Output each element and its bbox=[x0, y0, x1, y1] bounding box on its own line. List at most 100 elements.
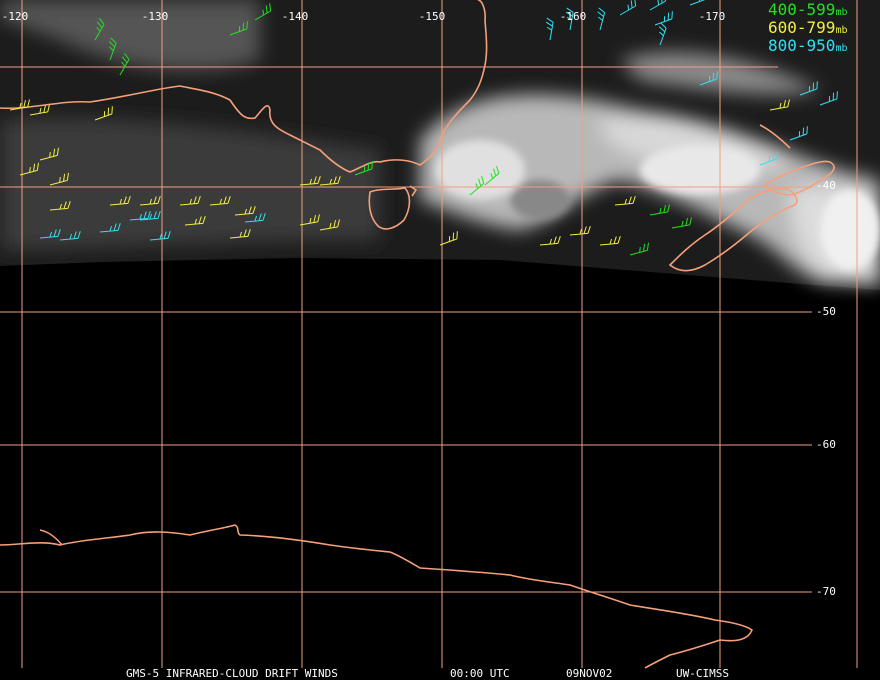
barb-flag bbox=[43, 105, 47, 113]
barb-staff bbox=[229, 28, 248, 36]
barb-flag bbox=[579, 228, 582, 235]
barb-flag bbox=[262, 9, 265, 16]
barb-flag bbox=[772, 152, 775, 161]
barb-flag bbox=[663, 16, 666, 22]
legend-unit: mb bbox=[835, 25, 847, 36]
wind-barb bbox=[439, 231, 458, 246]
barb-flag bbox=[36, 162, 39, 171]
barb-flag bbox=[630, 0, 633, 9]
barb-flag bbox=[806, 126, 808, 134]
barb-staff bbox=[244, 219, 263, 223]
barb-flag bbox=[667, 12, 670, 21]
barb-staff bbox=[139, 217, 158, 221]
barb-flag bbox=[333, 176, 337, 184]
legend-entry: 600-799mb bbox=[768, 18, 847, 37]
footer-date: 09NOV02 bbox=[566, 667, 612, 680]
barb-flag bbox=[546, 26, 552, 31]
barb-staff bbox=[149, 237, 168, 241]
legend-unit: mb bbox=[835, 43, 847, 54]
wind-barb bbox=[699, 71, 718, 86]
barb-staff bbox=[689, 0, 708, 6]
barb-flag bbox=[63, 173, 66, 182]
barb-staff bbox=[789, 133, 808, 141]
wind-barb bbox=[619, 0, 637, 16]
barb-staff bbox=[484, 173, 500, 186]
barb-flag bbox=[49, 231, 52, 238]
barb-staff bbox=[769, 106, 788, 111]
barb-staff bbox=[299, 182, 318, 186]
axis-labels: -120 -130 -140 -150 -160 -170 -40 -50 -60 -70 bbox=[2, 10, 836, 598]
barb-staff bbox=[109, 202, 128, 206]
barb-flag bbox=[202, 216, 206, 224]
barb-flag bbox=[371, 161, 373, 169]
barb-flag bbox=[56, 147, 59, 156]
footer-source: UW-CIMSS bbox=[676, 667, 729, 680]
barb-flag bbox=[147, 211, 151, 219]
barb-flag bbox=[628, 196, 632, 204]
wind-barb bbox=[119, 53, 130, 76]
barb-flag bbox=[566, 7, 574, 13]
barb-staff bbox=[619, 5, 636, 16]
barb-flag bbox=[99, 18, 105, 25]
lat-label: -70 bbox=[816, 585, 836, 598]
barb-flag bbox=[716, 71, 718, 79]
barb-flag bbox=[329, 178, 332, 185]
barb-flag bbox=[49, 152, 51, 158]
barb-flag bbox=[816, 81, 818, 89]
wind-barb bbox=[484, 165, 500, 186]
barb-flag bbox=[317, 176, 321, 184]
barb-staff bbox=[354, 168, 373, 176]
barb-flag bbox=[659, 31, 664, 36]
legend-entry: 800-950mb bbox=[768, 36, 847, 55]
barb-flag bbox=[549, 238, 552, 245]
barb-flag bbox=[157, 211, 161, 219]
wind-barb bbox=[569, 226, 591, 236]
wind-barbs bbox=[9, 0, 838, 256]
barb-flag bbox=[481, 175, 485, 184]
barb-staff bbox=[759, 158, 778, 166]
wind-barb bbox=[179, 196, 201, 206]
barb-flag bbox=[107, 107, 110, 116]
barb-staff bbox=[539, 242, 558, 246]
wind-barb bbox=[799, 81, 818, 96]
barb-flag bbox=[59, 177, 61, 183]
barb-staff bbox=[599, 242, 618, 246]
wind-barb bbox=[19, 162, 39, 176]
barb-staff bbox=[299, 221, 318, 226]
lon-label: -160 bbox=[560, 10, 587, 23]
barb-flag bbox=[29, 167, 31, 173]
barb-flag bbox=[681, 220, 684, 227]
wind-barb bbox=[184, 216, 206, 226]
barb-flag bbox=[798, 131, 801, 137]
barb-flag bbox=[39, 107, 42, 114]
barb-staff bbox=[799, 88, 818, 96]
barb-flag bbox=[802, 127, 805, 136]
barb-flag bbox=[117, 223, 121, 231]
barb-flag bbox=[254, 215, 257, 222]
footer: GMS-5 INFRARED-CLOUD DRIFT WINDS 00:00 U… bbox=[126, 667, 729, 680]
barb-flag bbox=[97, 21, 103, 29]
barb-flag bbox=[329, 222, 332, 229]
wind-barb bbox=[689, 0, 708, 6]
wind-barb bbox=[599, 236, 621, 246]
barb-flag bbox=[53, 148, 56, 157]
barb-flag bbox=[776, 151, 778, 159]
barb-flag bbox=[313, 215, 317, 223]
barb-flag bbox=[478, 178, 482, 187]
barb-flag bbox=[159, 233, 162, 240]
barb-staff bbox=[319, 182, 338, 186]
barb-flag bbox=[238, 26, 241, 32]
barb-flag bbox=[452, 232, 455, 241]
wind-barb bbox=[299, 214, 320, 226]
barb-flag bbox=[634, 0, 637, 7]
lon-label: -140 bbox=[282, 10, 309, 23]
wind-barb bbox=[49, 201, 71, 211]
wind-barb bbox=[39, 229, 61, 239]
barb-flag bbox=[624, 198, 627, 205]
barb-staff bbox=[229, 235, 248, 239]
barb-staff bbox=[49, 179, 68, 186]
wind-barb bbox=[649, 204, 670, 216]
barb-flag bbox=[617, 236, 621, 244]
barb-staff bbox=[234, 212, 253, 216]
